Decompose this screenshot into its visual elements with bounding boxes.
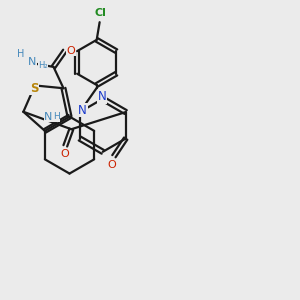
Text: Cl: Cl [95,8,106,18]
Text: N: N [44,112,52,122]
Text: S: S [30,82,38,95]
Text: H₂: H₂ [38,61,48,70]
Text: H: H [17,49,24,59]
Text: O: O [60,149,69,159]
Text: N: N [78,103,87,117]
Text: N: N [98,90,106,103]
Text: H: H [53,112,60,121]
Text: O: O [108,160,116,170]
Text: O: O [66,46,75,56]
Text: N: N [28,56,36,67]
